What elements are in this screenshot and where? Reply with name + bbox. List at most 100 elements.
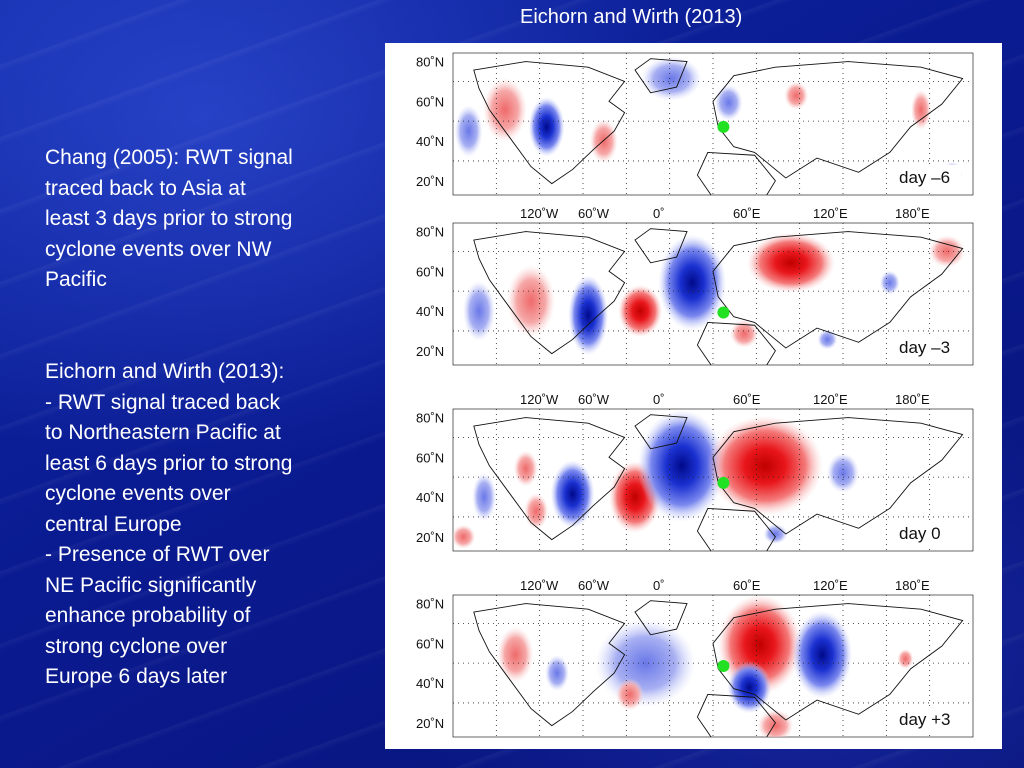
- day-label-box: [891, 707, 961, 731]
- map-panel: 80˚N 60˚N 40˚N 20˚N day –6: [416, 52, 974, 196]
- anomaly-blob: [817, 329, 838, 350]
- lon-tick-label: 60˚W: [578, 206, 610, 221]
- eurasia-outline: [712, 61, 964, 179]
- anomaly-blob: [589, 119, 618, 164]
- eichorn-summary-text: Eichorn and Wirth (2013): - RWT signal t…: [45, 357, 365, 693]
- text-line: strong cyclone over: [45, 634, 228, 658]
- cyclone-location-marker: [717, 476, 730, 489]
- greenland-outline: [634, 228, 688, 264]
- greenland-outline: [634, 600, 688, 636]
- anomaly-blob: [730, 319, 759, 348]
- text-line: Pacific: [45, 268, 107, 291]
- anomaly-blob: [714, 84, 743, 121]
- map-panel: 80˚N 60˚N 40˚N 20˚N 120˚W 60˚W 0˚ 60˚E 120˚E 180˚…: [416, 392, 974, 552]
- lat-tick-label: 40˚N: [416, 304, 444, 319]
- eurasia-outline: [712, 231, 964, 349]
- anomaly-blob: [641, 56, 702, 101]
- anomaly-blob: [792, 610, 853, 699]
- north-america-outline: [473, 61, 626, 185]
- anomaly-blob: [879, 270, 900, 295]
- anomaly-blob: [463, 281, 495, 342]
- lon-tick-label: 0˚: [653, 206, 665, 221]
- anomaly-blob: [507, 265, 555, 338]
- anomaly-field: [497, 595, 914, 737]
- lat-lon-grid: [453, 409, 973, 551]
- lon-tick-label: 120˚E: [813, 578, 848, 593]
- anomaly-blob: [929, 235, 965, 268]
- map-panels-svg: 80˚N 60˚N 40˚N 20˚N day –6 80˚N 60˚N 40˚N 20˚N 12…: [416, 52, 974, 738]
- anomaly-blob: [747, 232, 835, 293]
- lat-tick-label: 60˚N: [416, 264, 444, 279]
- text-line: cyclone events over: [45, 482, 231, 505]
- lat-tick-label: 80˚N: [416, 225, 444, 240]
- coastlines: [473, 228, 964, 365]
- day-label-box: [891, 521, 961, 545]
- lon-tick-label: 180˚E: [895, 578, 930, 593]
- text-line: Chang (2005): RWT signal: [45, 146, 293, 169]
- anomaly-blob: [568, 275, 609, 356]
- lat-tick-label: 20˚N: [416, 344, 444, 359]
- anomaly-blob: [550, 460, 595, 529]
- anomaly-blob: [472, 473, 497, 522]
- lon-tick-label: 0˚: [653, 392, 665, 407]
- text-line: to Northeastern Pacific at: [45, 421, 281, 444]
- lat-tick-label: 40˚N: [416, 490, 444, 505]
- eurasia-outline: [712, 603, 964, 721]
- anomaly-field: [463, 232, 965, 356]
- lat-lon-grid: [453, 53, 973, 195]
- lat-tick-label: 80˚N: [416, 597, 444, 612]
- text-line: - Presence of RWT over: [45, 543, 270, 566]
- anomaly-blob: [897, 648, 914, 669]
- lat-tick-label: 20˚N: [416, 174, 444, 189]
- chang-summary-text: Chang (2005): RWT signal traced back to …: [45, 143, 365, 296]
- lon-tick-label: 120˚W: [520, 578, 559, 593]
- north-america-outline: [473, 603, 626, 727]
- anomaly-blob: [454, 105, 483, 158]
- lat-lon-grid: [453, 595, 973, 737]
- anomaly-blob: [615, 678, 644, 711]
- cyclone-location-marker: [717, 306, 730, 319]
- anomaly-blob: [524, 493, 549, 530]
- lon-tick-label: 120˚W: [520, 206, 559, 221]
- anomaly-blob: [595, 619, 696, 708]
- north-america-outline: [473, 417, 626, 541]
- anomaly-blob: [497, 626, 534, 683]
- lat-tick-label: 60˚N: [416, 450, 444, 465]
- text-line: enhance probability of: [45, 604, 251, 627]
- anomaly-blob: [727, 661, 772, 714]
- lon-tick-label: 120˚W: [520, 392, 559, 407]
- text-line: Eichorn and Wirth (2013):: [45, 360, 285, 383]
- lat-tick-label: 40˚N: [416, 676, 444, 691]
- anomaly-blob: [528, 96, 565, 157]
- anomaly-blob: [513, 450, 538, 487]
- lon-tick-label: 60˚E: [733, 578, 761, 593]
- anomaly-blob: [658, 234, 727, 331]
- lat-tick-label: 60˚N: [416, 94, 444, 109]
- coastlines: [473, 58, 964, 195]
- figure-title: Eichorn and Wirth (2013): [520, 6, 743, 28]
- lon-tick-label: 120˚E: [813, 392, 848, 407]
- greenland-outline: [634, 58, 688, 94]
- map-panel: 80˚N 60˚N 40˚N 20˚N 120˚W 60˚W 0˚ 60˚E 120˚E 180˚…: [416, 206, 974, 366]
- anomaly-blob: [618, 285, 663, 338]
- anomaly-blob: [827, 452, 859, 493]
- anomaly-blob: [453, 524, 476, 549]
- lat-tick-label: 40˚N: [416, 134, 444, 149]
- lon-tick-label: 180˚E: [895, 392, 930, 407]
- greenland-outline: [634, 414, 688, 450]
- lon-tick-label: 180˚E: [895, 206, 930, 221]
- text-line: Europe 6 days later: [45, 665, 228, 688]
- map-panel: 80˚N 60˚N 40˚N 20˚N 120˚W 60˚W 0˚ 60˚E 120˚E 180˚…: [416, 578, 974, 738]
- anomaly-blob: [707, 415, 823, 516]
- cyclone-location-marker: [717, 660, 730, 672]
- lon-tick-label: 0˚: [653, 578, 665, 593]
- day-label: day –3: [899, 338, 950, 357]
- lon-tick-label: 60˚E: [733, 392, 761, 407]
- lat-lon-grid: [453, 223, 973, 365]
- anomaly-blob: [784, 81, 809, 110]
- anomaly-blob: [483, 77, 527, 142]
- text-line: cyclone events over NW: [45, 237, 272, 261]
- anomaly-blob: [911, 89, 931, 130]
- lat-tick-label: 20˚N: [416, 716, 444, 731]
- anomaly-blob: [757, 709, 794, 737]
